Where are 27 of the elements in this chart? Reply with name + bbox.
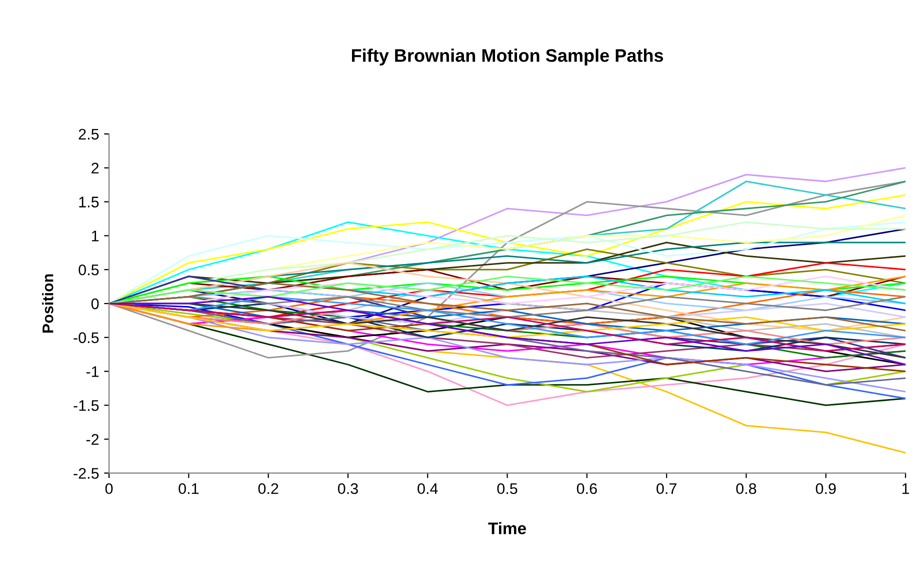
x-tick-label: 0.9 [816,483,836,494]
y-axis-title: Position [42,274,54,333]
x-axis-title: Time [488,522,526,534]
y-tick-label: -0.5 [74,332,99,344]
y-tick-label: 2 [92,162,99,174]
y-tick-label: 1.5 [79,196,99,208]
line-series [109,302,906,338]
y-tick-label: -2 [86,434,99,445]
y-tick-label: 0.5 [78,264,99,276]
x-tick-label: 0.5 [497,483,518,494]
x-tick-label: 0.7 [656,483,676,494]
y-tick-label: -1 [86,366,99,377]
chart-title: Fifty Brownian Motion Sample Paths [352,48,664,66]
x-tick-label: 0.2 [258,483,278,494]
x-tick-label: 1 [902,483,910,494]
x-tick-label: 0.1 [178,483,199,494]
y-tick-label: 1 [92,230,99,242]
x-tick-label: 0.8 [736,483,756,494]
y-tick-label: 0 [91,298,99,310]
line-series [109,180,906,359]
y-tick-label: 2.5 [78,128,99,140]
x-tick-label: 0 [105,483,113,494]
y-tick-label: -1.5 [74,400,99,411]
x-tick-label: 0.6 [576,483,597,494]
y-tick-label: -2.5 [74,468,99,479]
x-tick-label: 0.3 [338,483,358,494]
x-tick-label: 0.4 [418,483,438,494]
